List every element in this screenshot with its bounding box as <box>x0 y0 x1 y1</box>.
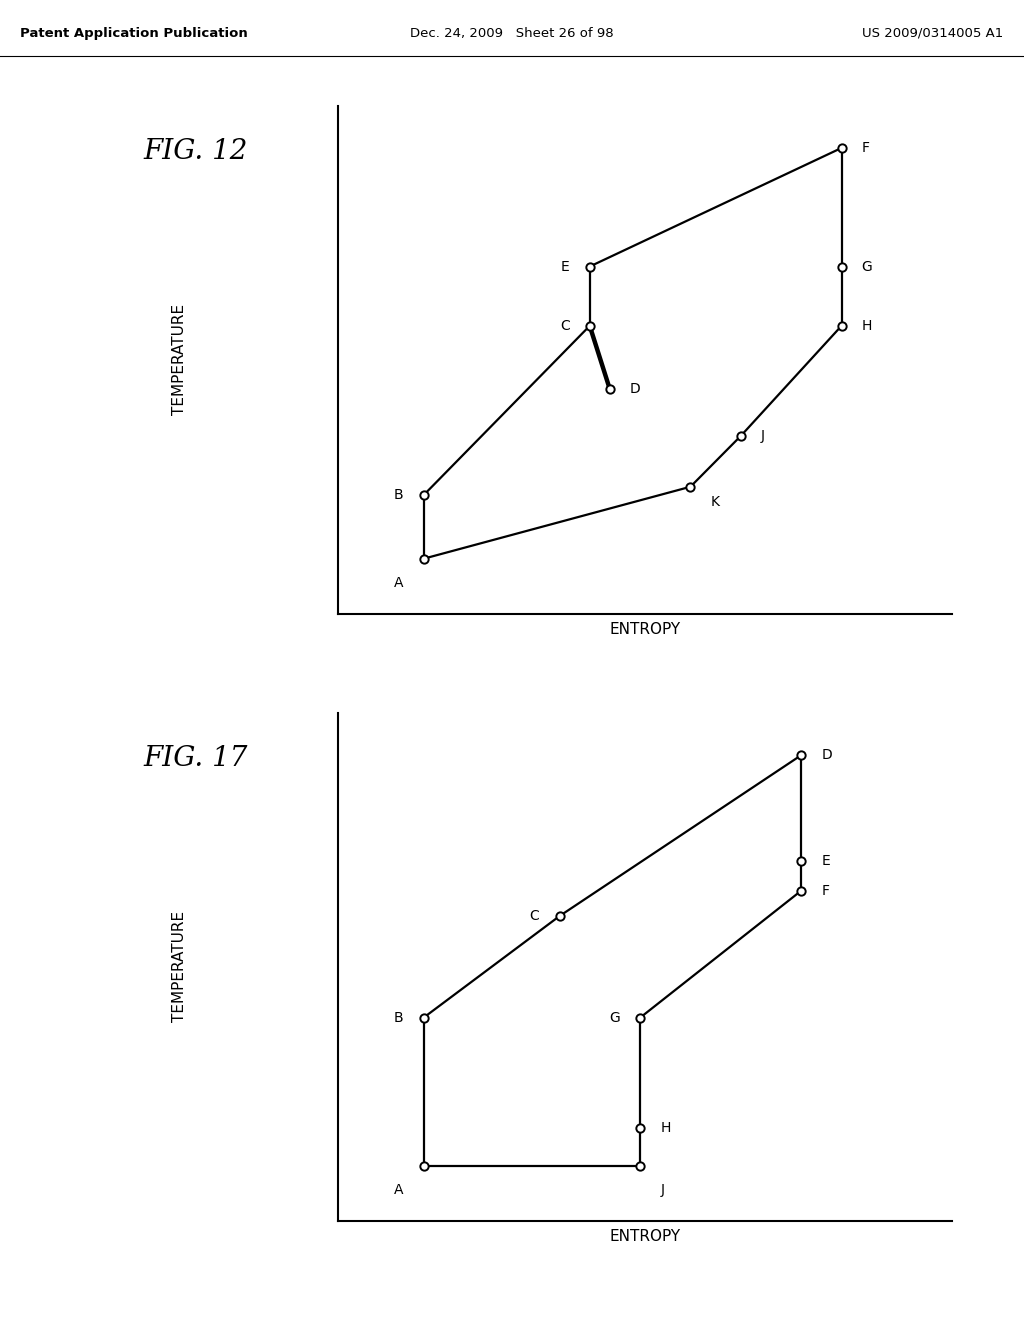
Text: C: C <box>560 319 569 333</box>
Text: J: J <box>761 429 765 444</box>
Text: FIG. 17: FIG. 17 <box>143 746 248 772</box>
Text: TEMPERATURE: TEMPERATURE <box>172 304 186 416</box>
Text: F: F <box>861 141 869 154</box>
Text: FIG. 12: FIG. 12 <box>143 139 248 165</box>
Text: D: D <box>821 748 833 762</box>
Text: E: E <box>561 260 569 273</box>
Text: TEMPERATURE: TEMPERATURE <box>172 911 186 1023</box>
Text: B: B <box>394 488 403 502</box>
Text: K: K <box>711 495 720 510</box>
Text: H: H <box>660 1121 671 1135</box>
Text: US 2009/0314005 A1: US 2009/0314005 A1 <box>862 26 1004 40</box>
Text: Dec. 24, 2009   Sheet 26 of 98: Dec. 24, 2009 Sheet 26 of 98 <box>411 26 613 40</box>
X-axis label: ENTROPY: ENTROPY <box>609 1229 681 1245</box>
Text: C: C <box>529 909 540 923</box>
Text: D: D <box>630 383 641 396</box>
Text: G: G <box>609 1011 620 1024</box>
Text: A: A <box>394 576 403 590</box>
Text: Patent Application Publication: Patent Application Publication <box>20 26 248 40</box>
Text: B: B <box>394 1011 403 1024</box>
Text: E: E <box>821 854 830 869</box>
X-axis label: ENTROPY: ENTROPY <box>609 622 681 638</box>
Text: F: F <box>821 883 829 898</box>
Text: G: G <box>861 260 872 273</box>
Text: H: H <box>861 319 872 333</box>
Text: J: J <box>660 1183 665 1197</box>
Text: A: A <box>394 1183 403 1197</box>
